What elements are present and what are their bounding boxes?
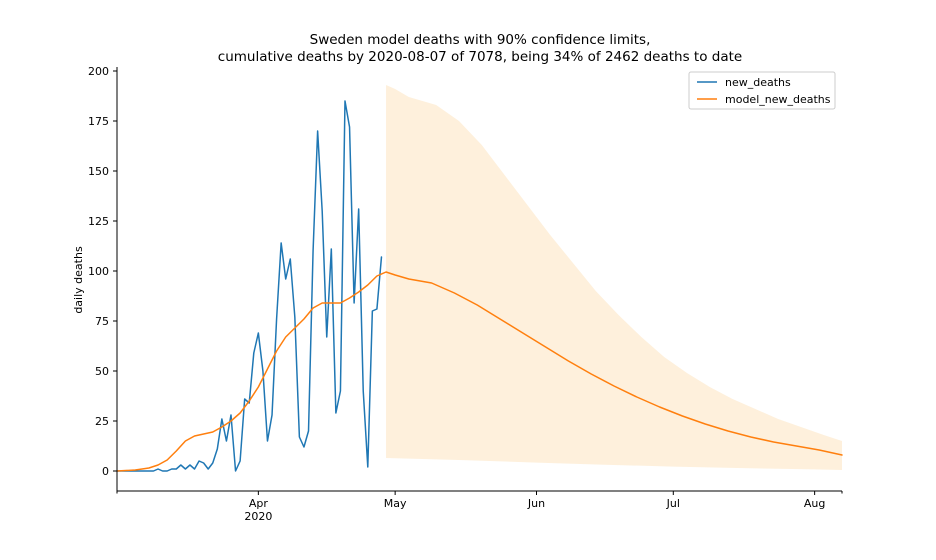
chart-title-line-2: cumulative deaths by 2020-08-07 of 7078,… — [218, 49, 742, 65]
series-layer — [116, 100, 843, 472]
confidence-band-layer — [386, 85, 842, 470]
x-tick-label: Aug — [804, 497, 825, 510]
y-tick-label: 125 — [88, 215, 109, 228]
y-tick-label: 75 — [95, 315, 109, 328]
legend: new_deaths model_new_deaths — [688, 71, 836, 110]
chart-title-line-1: Sweden model deaths with 90% confidence … — [310, 32, 651, 48]
y-tick-label: 200 — [88, 65, 109, 78]
x-tick-label: Jul — [666, 497, 680, 510]
legend-box — [688, 71, 836, 110]
x-tick-label: May — [384, 497, 407, 510]
series-line-model-new-deaths — [116, 271, 843, 472]
legend-label-new-deaths: new_deaths — [725, 76, 791, 89]
y-tick-label: 100 — [88, 265, 109, 278]
y-tick-label: 25 — [95, 415, 109, 428]
legend-label-model-new-deaths: model_new_deaths — [725, 93, 831, 106]
y-tick-label: 50 — [95, 365, 109, 378]
x-tick-label: Apr — [249, 497, 269, 510]
y-tick-label: 150 — [88, 165, 109, 178]
series-line-new-deaths — [116, 100, 383, 472]
x-tick-sublabel: 2020 — [244, 510, 272, 523]
y-axis-label: daily deaths — [72, 246, 85, 314]
x-tick-label: Jun — [527, 497, 545, 510]
y-tick-label: 0 — [102, 465, 109, 478]
confidence-band-area — [386, 85, 842, 470]
y-tick-label: 175 — [88, 115, 109, 128]
